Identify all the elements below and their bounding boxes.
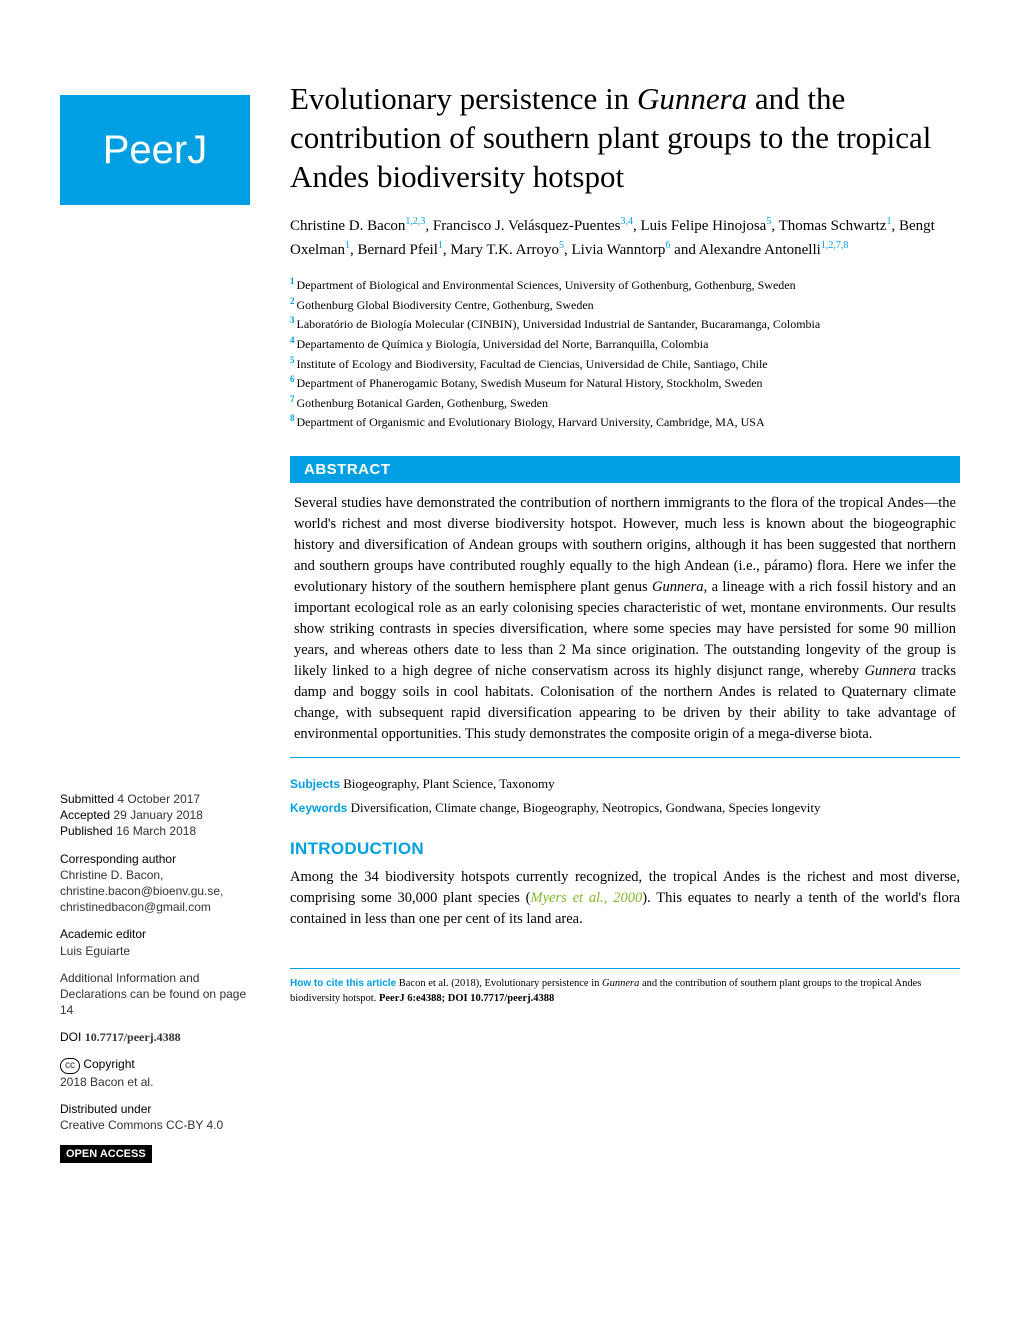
affiliation-text: Department of Biological and Environment… [297,278,796,292]
corresponding-block: Corresponding author Christine D. Bacon,… [60,851,255,916]
corr-name: Christine D. Bacon, [60,868,163,882]
author-name: Thomas Schwartz [779,218,887,234]
affiliation-row: 8Department of Organismic and Evolutiona… [290,412,960,432]
accepted-label: Accepted [60,808,110,822]
affiliation-row: 2Gothenburg Global Biodiversity Centre, … [290,295,960,315]
distribution-block: Distributed under Creative Commons CC-BY… [60,1101,255,1133]
affiliation-text: Laboratório de Biología Molecular (CINBI… [297,317,821,331]
dates-block: Submitted 4 October 2017 Accepted 29 Jan… [60,791,255,840]
affiliation-text: Departamento de Química y Biología, Univ… [297,337,709,351]
affiliation-row: 4Departamento de Química y Biología, Uni… [290,334,960,354]
affiliation-row: 3Laboratório de Biología Molecular (CINB… [290,314,960,334]
affiliation-number: 2 [290,296,295,306]
author-aff-num: 5 [766,216,771,227]
affiliation-number: 7 [290,394,295,404]
author-name: Francisco J. Velásquez-Puentes [433,218,621,234]
author-name: Alexandre Antonelli [699,242,821,258]
cite-genus: Gunnera [602,978,639,989]
editor-name: Luis Eguiarte [60,944,130,958]
affiliation-list: 1Department of Biological and Environmen… [290,275,960,432]
title-genus: Gunnera [637,81,747,116]
affiliation-number: 3 [290,315,295,325]
author-aff-num: 1 [438,240,443,251]
cite-journal: PeerJ [379,993,405,1004]
submitted-label: Submitted [60,792,114,806]
affiliation-text: Gothenburg Global Biodiversity Centre, G… [297,298,594,312]
dist-label: Distributed under [60,1102,151,1116]
abstract-genus-1: Gunnera [652,579,704,595]
affiliation-row: 1Department of Biological and Environmen… [290,275,960,295]
author-aff-num: 1,2,3 [405,216,425,227]
open-access-badge: OPEN ACCESS [60,1145,152,1164]
subjects-text: Biogeography, Plant Science, Taxonomy [343,776,554,791]
editor-label: Academic editor [60,927,146,941]
abstract-heading: ABSTRACT [290,456,960,483]
accepted-date: 29 January 2018 [113,808,202,822]
article-title: Evolutionary persistence in Gunnera and … [290,80,960,196]
affiliation-number: 1 [290,276,295,286]
author-name: Mary T.K. Arroyo [450,242,559,258]
affiliation-text: Department of Phanerogamic Botany, Swedi… [297,376,763,390]
affiliation-number: 5 [290,355,295,365]
doi-block: DOI 10.7717/peerj.4388 [60,1029,255,1045]
author-aff-num: 1 [345,240,350,251]
introduction-heading: INTRODUCTION [290,839,960,859]
published-date: 16 March 2018 [116,824,196,838]
author-aff-num: 5 [559,240,564,251]
author-name: Christine D. Bacon [290,218,405,234]
affiliation-text: Institute of Ecology and Biodiversity, F… [297,357,768,371]
affiliation-text: Department of Organismic and Evolutionar… [297,415,765,429]
abstract-genus-2: Gunnera [864,663,916,679]
corr-label: Corresponding author [60,852,176,866]
published-label: Published [60,824,113,838]
affiliation-number: 4 [290,335,295,345]
author-aff-num: 6 [665,240,670,251]
author-name: Livia Wanntorp [571,242,665,258]
author-aff-num: 1,2,7,8 [821,240,849,251]
author-aff-num: 1 [886,216,891,227]
cite-label: How to cite this article [290,978,396,989]
cite-ref: 6:e4388; DOI 10.7717/peerj.4388 [405,993,555,1004]
author-list: Christine D. Bacon1,2,3, Francisco J. Ve… [290,214,960,261]
abstract-text: Several studies have demonstrated the co… [290,493,960,745]
dist-text: Creative Commons CC-BY 4.0 [60,1118,223,1132]
affiliation-row: 5Institute of Ecology and Biodiversity, … [290,354,960,374]
subjects-label: Subjects [290,777,340,791]
affiliation-row: 6Department of Phanerogamic Botany, Swed… [290,373,960,393]
subjects-line: Subjects Biogeography, Plant Science, Ta… [290,774,960,794]
additional-info: Additional Information and Declarations … [60,970,255,1019]
affiliation-text: Gothenburg Botanical Garden, Gothenburg,… [297,396,549,410]
author-name: Luis Felipe Hinojosa [641,218,767,234]
peerj-logo: PeerJ [60,95,250,205]
article-sidebar: Submitted 4 October 2017 Accepted 29 Jan… [60,791,255,1174]
doi-value: 10.7717/peerj.4388 [85,1030,181,1044]
main-column: Evolutionary persistence in Gunnera and … [290,80,960,930]
cite-pre: Bacon et al. (2018), Evolutionary persis… [399,978,602,989]
keywords-text: Diversification, Climate change, Biogeog… [351,800,821,815]
page: PeerJ Submitted 4 October 2017 Accepted … [0,0,1020,1037]
keywords-line: Keywords Diversification, Climate change… [290,798,960,818]
abstract-rule [290,757,960,758]
affiliation-row: 7Gothenburg Botanical Garden, Gothenburg… [290,393,960,413]
cc-icon: cc [60,1058,80,1074]
keywords-label: Keywords [290,801,347,815]
title-pre: Evolutionary persistence in [290,81,637,116]
author-name: Bernard Pfeil [357,242,437,258]
open-access-block: OPEN ACCESS [60,1145,255,1164]
affiliation-number: 6 [290,374,295,384]
author-aff-num: 3,4 [621,216,634,227]
corr-email-2: christinedbacon@gmail.com [60,900,211,914]
corr-email-1: christine.bacon@bioenv.gu.se, [60,884,223,898]
copyright-label: Copyright [83,1057,134,1071]
submitted-date: 4 October 2017 [117,792,200,806]
introduction-text: Among the 34 biodiversity hotspots curre… [290,867,960,930]
copyright-block: cc Copyright 2018 Bacon et al. [60,1056,255,1090]
copyright-text: 2018 Bacon et al. [60,1075,153,1089]
doi-label: DOI [60,1030,81,1044]
editor-block: Academic editor Luis Eguiarte [60,926,255,958]
citation-footer: How to cite this article Bacon et al. (2… [290,968,960,1006]
intro-citation-link[interactable]: Myers et al., 2000 [531,890,643,906]
affiliation-number: 8 [290,413,295,423]
